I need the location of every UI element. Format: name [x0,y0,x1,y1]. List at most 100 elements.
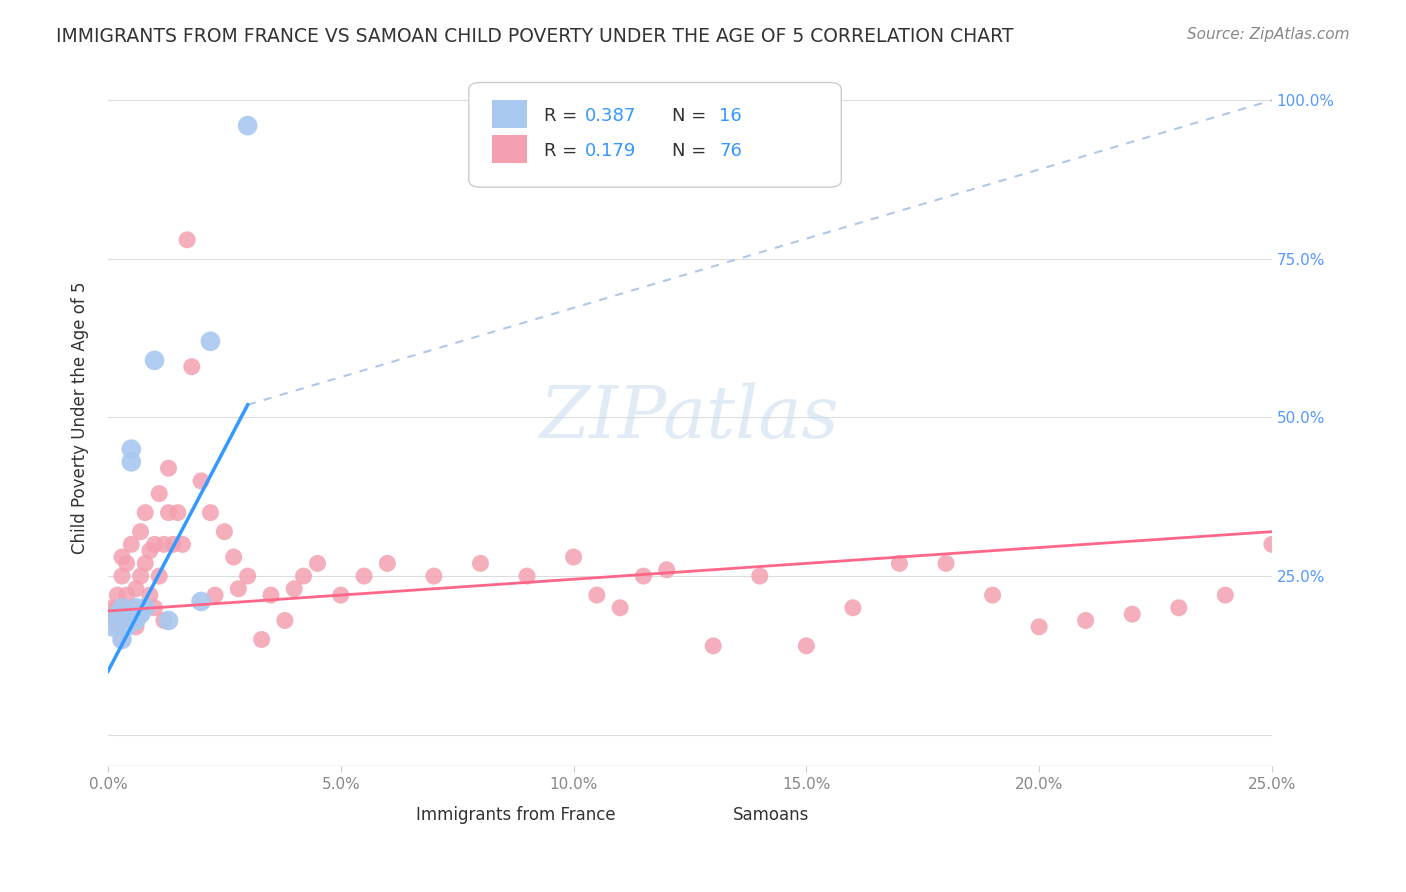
Point [105,600,128,615]
Point [125,614,148,628]
Point [702,639,724,653]
Point [134,600,156,615]
Point [105,588,128,602]
Text: 0.179: 0.179 [585,142,637,160]
Point [143,537,166,551]
Text: Samoans: Samoans [734,806,810,824]
Point [166,506,188,520]
Point [129,569,152,583]
Point [125,620,148,634]
Point [129,607,152,621]
Point [260,588,283,602]
Text: R =: R = [544,142,583,160]
Point [794,639,817,653]
Point [111,569,134,583]
Text: N =: N = [672,107,713,125]
Point [228,582,250,596]
Point [125,600,148,615]
Point [157,614,180,628]
Point [115,588,138,602]
Text: Source: ZipAtlas.com: Source: ZipAtlas.com [1187,27,1350,42]
Point [1028,620,1050,634]
Point [200,506,222,520]
Point [125,582,148,596]
Point [842,600,865,615]
Point [236,119,259,133]
Point [200,334,222,349]
Point [222,549,245,564]
Point [375,557,398,571]
Point [176,233,198,247]
Point [105,620,128,634]
Text: R =: R = [544,107,583,125]
Point [111,600,134,615]
Point [329,588,352,602]
Point [111,549,134,564]
Text: 0.387: 0.387 [585,107,637,125]
Point [1074,614,1097,628]
Point [1261,537,1284,551]
Point [153,614,176,628]
Point [292,569,315,583]
Point [236,569,259,583]
Point [105,607,128,621]
Point [190,474,212,488]
Point [889,557,911,571]
Text: IMMIGRANTS FROM FRANCE VS SAMOAN CHILD POVERTY UNDER THE AGE OF 5 CORRELATION CH: IMMIGRANTS FROM FRANCE VS SAMOAN CHILD P… [56,27,1014,45]
Point [134,506,156,520]
Point [283,582,305,596]
Point [139,543,162,558]
Point [101,607,124,621]
Point [585,588,607,602]
Point [120,442,142,457]
Point [190,594,212,608]
Text: 16: 16 [718,107,742,125]
Point [470,557,492,571]
Point [748,569,770,583]
Point [101,620,124,634]
Point [1215,588,1237,602]
Point [120,537,142,551]
Point [134,557,156,571]
Point [655,563,678,577]
Point [214,524,236,539]
Point [148,486,170,500]
Point [101,614,124,628]
Point [129,607,152,621]
Text: N =: N = [672,142,713,160]
FancyBboxPatch shape [468,82,841,187]
Point [204,588,226,602]
Point [111,632,134,647]
Point [162,537,184,551]
Point [111,614,134,628]
Point [134,600,156,615]
Point [172,537,194,551]
Point [562,549,585,564]
Point [274,614,297,628]
Point [307,557,329,571]
Point [111,632,134,647]
Point [633,569,655,583]
Point [250,632,273,647]
Point [101,600,124,615]
Point [153,537,176,551]
Point [120,614,142,628]
Point [423,569,446,583]
Point [935,557,957,571]
Point [120,600,142,615]
Y-axis label: Child Poverty Under the Age of 5: Child Poverty Under the Age of 5 [72,281,89,554]
FancyBboxPatch shape [492,100,527,128]
Point [353,569,375,583]
Point [516,569,538,583]
Text: Immigrants from France: Immigrants from France [416,806,616,824]
Point [148,569,170,583]
Point [609,600,631,615]
Point [143,600,166,615]
Point [115,620,138,634]
Point [1121,607,1143,621]
Point [129,524,152,539]
Point [981,588,1004,602]
Text: 76: 76 [718,142,742,160]
FancyBboxPatch shape [492,135,527,162]
FancyBboxPatch shape [399,805,427,826]
